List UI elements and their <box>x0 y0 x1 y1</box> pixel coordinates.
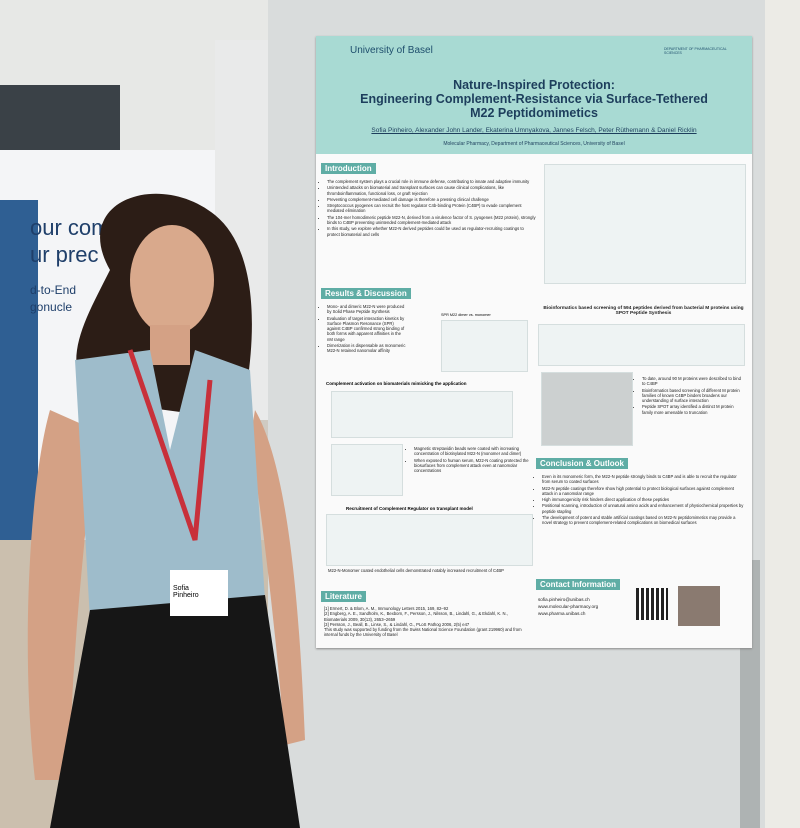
qr-code <box>636 588 668 620</box>
intro-text: The complement system plays a crucial ro… <box>321 179 536 238</box>
text-line: [2] Engberg, A. E., Sandholm, K., Bexbor… <box>324 611 508 622</box>
affiliation: Molecular Pharmacy, Department of Pharma… <box>443 141 625 147</box>
face <box>130 225 214 335</box>
banner-text: gonucle <box>30 300 73 314</box>
department: DEPARTMENT OF PHARMACEUTICAL SCIENCES <box>664 47 727 55</box>
spr-chart <box>441 320 528 372</box>
bullet: Evaluation of target interaction kinetic… <box>327 316 406 342</box>
title-line: Engineering Complement-Resistance via Su… <box>360 92 708 106</box>
arm-left <box>27 410 95 780</box>
bullet: The development of potent and stable art… <box>542 515 746 526</box>
bullet: When exposed to human serum, M22-N coati… <box>414 458 533 474</box>
badge-first-name: Sofia <box>173 585 189 592</box>
university: University of Basel <box>350 45 433 56</box>
bullet: Mono- and dimeric M22-N were produced by… <box>327 304 406 315</box>
figure-title: Complement activation on biomaterials mi… <box>326 381 467 386</box>
bullet: To date, around 90 M proteins were descr… <box>642 376 744 387</box>
bullet: Peptide SPOT array identified a distinct… <box>642 404 744 415</box>
bullet: Unintended attacks on biomaterial and tr… <box>327 185 536 196</box>
results-text: Mono- and dimeric M22-N were produced by… <box>321 304 406 355</box>
bullet: The complement system plays a crucial ro… <box>327 179 536 184</box>
bullet: The 104-mer homodimeric peptide M22-N, d… <box>327 215 536 226</box>
intro-figure <box>544 164 746 284</box>
title-line: Nature-Inspired Protection: <box>453 78 615 92</box>
spot-array <box>541 372 633 446</box>
arm-right <box>250 410 305 745</box>
beads-chart <box>331 444 403 496</box>
title-line: M22 Peptidomimetics <box>470 106 598 120</box>
section-heading: Results & Discussion <box>321 288 411 299</box>
skirt <box>50 595 300 828</box>
text-line: [1] Ermert, D. & Blom, A. M., Immunology… <box>324 606 449 611</box>
beads-text: Magnetic streptavidin beads were coated … <box>408 446 533 474</box>
bullet: Bioinformatics based screening of differ… <box>642 388 744 404</box>
portrait <box>678 586 720 626</box>
poster: University of Basel DEPARTMENT OF PHARMA… <box>316 36 752 648</box>
section-heading: Literature <box>321 591 366 602</box>
badge-last-name: Pinheiro <box>173 592 199 599</box>
screening-figure <box>538 324 745 366</box>
section-heading: Conclusion & Outlook <box>536 458 628 469</box>
conclusion-text: Even in its monomeric form, the M22-N pe… <box>536 474 746 527</box>
lanyard <box>127 349 213 541</box>
bullet: Positional scanning, introduction of unn… <box>542 503 746 514</box>
banner-stripe <box>0 200 38 540</box>
bullet-list: Magnetic streptavidin beads were coated … <box>408 446 533 473</box>
poster-header <box>316 36 752 154</box>
section-heading: Contact Information <box>536 579 620 590</box>
banner-text: d-to-End <box>30 283 77 297</box>
bullet: M22-N peptide coatings therefore show hi… <box>542 486 746 497</box>
activation-figure <box>331 391 513 438</box>
figure-title: Recruitment of Complement Regulator on t… <box>346 506 473 511</box>
bullet-list: Even in its monomeric form, the M22-N pe… <box>536 474 746 526</box>
bullet: Streptococcus pyogenes can recruit the h… <box>327 203 536 214</box>
vest <box>75 350 265 620</box>
contact-text: sofia.pinheiro@unibas.ch www.molecular-ph… <box>538 596 628 617</box>
bullet: In this study, we explore whether M22-N … <box>327 226 536 237</box>
bullet: Preventing complement-mediated cell dama… <box>327 197 536 202</box>
banner-text: ur prec <box>30 242 99 267</box>
right-wall <box>765 0 800 828</box>
bullet-list: To date, around 90 M proteins were descr… <box>636 376 744 415</box>
literature-text: [1] Ermert, D. & Blom, A. M., Immunology… <box>324 606 529 638</box>
text-line: [3] Persson, J., Beall, B., Linse, S., &… <box>324 621 470 627</box>
text-line: This study was supported by funding from… <box>324 627 522 638</box>
bullet-list: Mono- and dimeric M22-N were produced by… <box>321 304 406 354</box>
bullet-list: The complement system plays a crucial ro… <box>321 179 536 237</box>
bullet: Dimerization is dispensable as monomeric… <box>327 343 406 354</box>
figure-title: SPR M22 dimer vs. monomer <box>441 313 491 317</box>
poster-title: Nature-Inspired Protection: Engineering … <box>316 78 752 120</box>
bullet: High immunogenicity risk hinders direct … <box>542 497 746 502</box>
section-heading: Introduction <box>321 163 376 174</box>
bioinformatics-heading: Bioinformatics based screening of 594 pe… <box>543 306 744 317</box>
bullet: Even in its monomeric form, the M22-N pe… <box>542 474 746 485</box>
bullet: Magnetic streptavidin beads were coated … <box>414 446 533 457</box>
transplant-note: M22-N-Monomer coated endothelial cells d… <box>328 568 504 573</box>
bioinformatics-text: To date, around 90 M proteins were descr… <box>636 376 744 416</box>
text-line: www.molecular-pharmacy.org <box>538 604 599 609</box>
neck <box>150 325 190 365</box>
text-line: sofia.pinheiro@unibas.ch <box>538 597 590 602</box>
transplant-figure <box>326 514 533 566</box>
authors: Sofia Pinheiro, Alexander John Lander, E… <box>371 127 697 134</box>
window <box>0 85 120 160</box>
text-line: www.pharma.unibas.ch <box>538 611 586 616</box>
name-badge: Sofia Pinheiro <box>170 570 228 616</box>
